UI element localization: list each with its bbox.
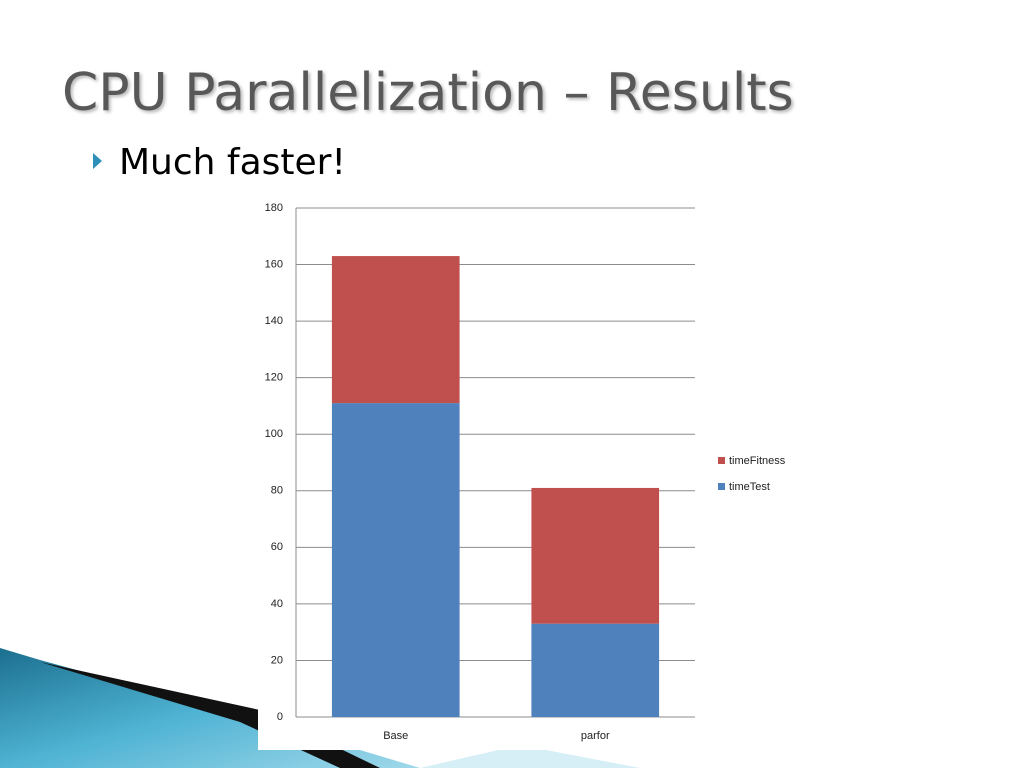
legend-label: timeFitness [729, 455, 786, 467]
y-tick-label: 0 [277, 711, 283, 723]
bar-segment [331, 256, 460, 404]
y-tick-label: 100 [265, 428, 283, 440]
y-tick-label: 160 [265, 258, 283, 270]
legend-label: timeTest [729, 481, 770, 493]
legend-swatch [718, 457, 725, 464]
chart: 0 20 40 60 80 100 120 140 160 180 Base parfor timeFi… [265, 202, 786, 742]
bar-segment [531, 487, 660, 624]
y-tick-label: 180 [265, 202, 283, 214]
y-tick-label: 60 [271, 541, 283, 553]
y-tick-label: 120 [265, 372, 283, 384]
bullet-text: Much faster! [119, 142, 346, 183]
x-tick-label: Base [383, 730, 408, 742]
y-tick-label: 40 [271, 598, 283, 610]
y-tick-label: 20 [271, 654, 283, 666]
x-tick-label: parfor [581, 730, 610, 742]
y-tick-label: 140 [265, 315, 283, 327]
bullet-marker [93, 153, 102, 169]
decor-light [420, 745, 640, 768]
slide-title: CPU Parallelization – Results [62, 63, 794, 123]
bar-segment [531, 623, 660, 717]
legend-swatch [718, 483, 725, 490]
y-tick-label: 80 [271, 485, 283, 497]
bar-segment [331, 403, 460, 717]
